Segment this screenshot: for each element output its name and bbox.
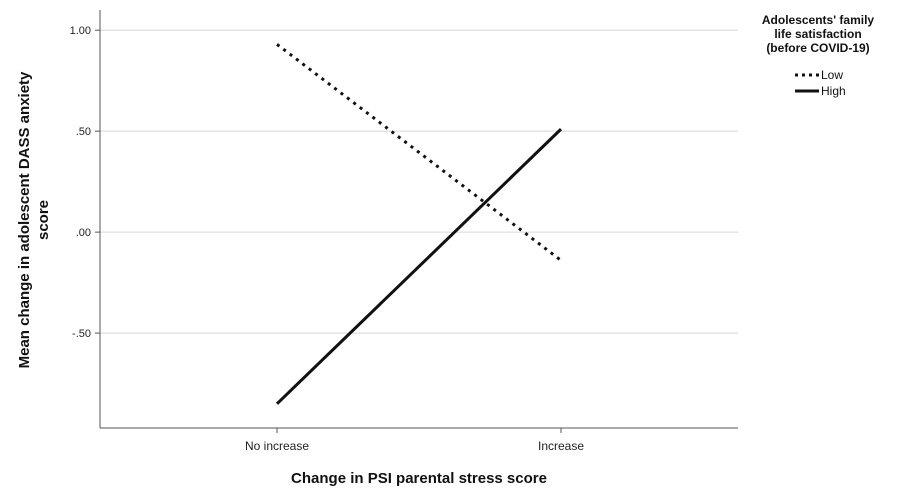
- legend-title-line-2: life satisfaction: [774, 27, 861, 41]
- series-lines: [275, 43, 563, 405]
- y-tick-label: 1.00: [70, 25, 91, 37]
- y-tick-label: -.50: [72, 328, 91, 340]
- x-tick-label: Increase: [538, 439, 584, 453]
- axes: [99, 10, 738, 429]
- x-axis-title: Change in PSI parental stress score: [291, 470, 547, 487]
- series-line-low: [276, 43, 562, 262]
- legend-label-high: High: [821, 84, 846, 98]
- y-axis-title: Mean change in adolescent DASS anxiety s…: [16, 71, 52, 368]
- y-axis-title-line-1: Mean change in adolescent DASS anxiety: [16, 71, 33, 368]
- y-tick-label: .00: [76, 227, 91, 239]
- legend-items: Low High: [795, 68, 846, 98]
- y-axis-title-line-2: score: [35, 200, 52, 240]
- legend-label-low: Low: [821, 68, 843, 82]
- x-tick-labels: No increase Increase: [245, 428, 584, 453]
- y-tick-label: .50: [76, 126, 91, 138]
- y-tick-labels: 1.00 .50 .00 -.50: [70, 25, 100, 340]
- x-tick-label: No increase: [245, 439, 309, 453]
- legend: Adolescents' family life satisfaction (b…: [762, 13, 875, 98]
- gridlines: [100, 29, 738, 334]
- series-line-high: [275, 128, 563, 405]
- legend-title-line-3: (before COVID-19): [766, 41, 869, 55]
- legend-title-line-1: Adolescents' family: [762, 13, 875, 27]
